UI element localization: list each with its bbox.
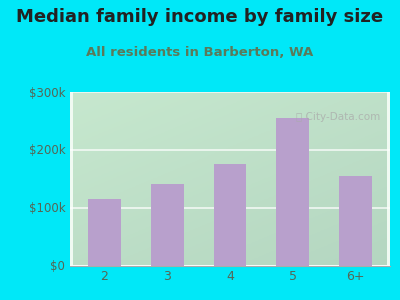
Text: Median family income by family size: Median family income by family size bbox=[16, 8, 384, 26]
Text: All residents in Barberton, WA: All residents in Barberton, WA bbox=[86, 46, 314, 59]
Bar bbox=[214, 164, 246, 266]
Bar bbox=[339, 176, 372, 266]
Bar bbox=[151, 184, 184, 266]
Bar bbox=[276, 118, 309, 266]
Bar bbox=[88, 199, 121, 266]
Text: ⓘ City-Data.com: ⓘ City-Data.com bbox=[296, 112, 380, 122]
